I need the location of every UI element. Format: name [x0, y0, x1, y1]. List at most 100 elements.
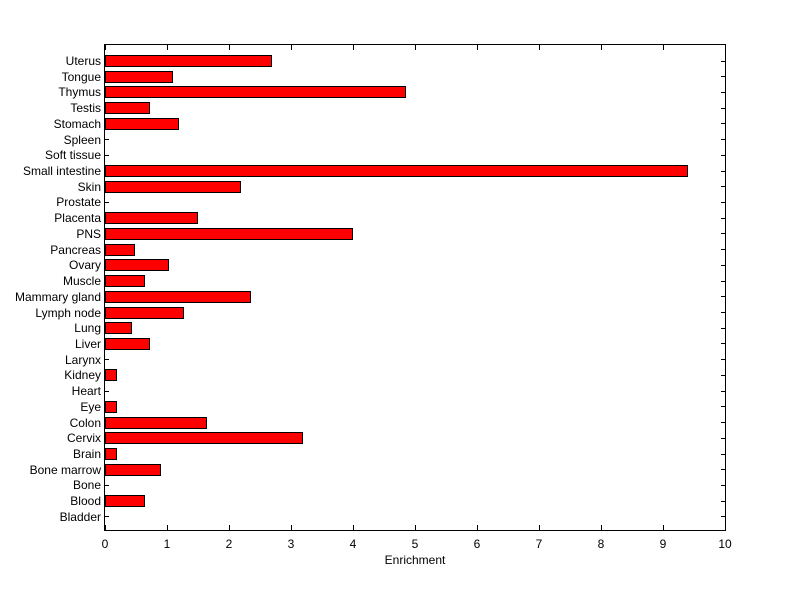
category-label: Heart — [71, 384, 101, 399]
x-tick-bottom — [104, 525, 106, 530]
category-label: Skin — [77, 179, 101, 194]
category-label: Kidney — [64, 368, 101, 383]
y-tick-right — [721, 390, 725, 392]
y-tick-right — [721, 154, 725, 156]
x-tick-label: 3 — [287, 537, 295, 551]
category-label: Testis — [70, 101, 101, 116]
y-tick-right — [721, 123, 725, 125]
category-label: Lung — [74, 321, 101, 336]
x-tick-top — [352, 45, 354, 50]
y-tick-right — [721, 217, 725, 219]
x-tick-bottom — [414, 525, 416, 530]
y-tick-right — [721, 406, 725, 408]
y-tick-right — [721, 296, 725, 298]
bar — [105, 463, 161, 476]
category-label: Liver — [74, 336, 101, 351]
category-label: Thymus — [58, 85, 101, 100]
x-tick-bottom — [724, 525, 726, 530]
y-tick-left — [105, 154, 109, 156]
x-tick-label: 7 — [535, 537, 543, 551]
bar — [105, 337, 150, 350]
y-tick-right — [721, 201, 725, 203]
y-tick-left — [105, 516, 109, 518]
y-tick-right — [721, 343, 725, 345]
category-label: Cervix — [66, 431, 101, 446]
category-label: Placenta — [54, 211, 101, 226]
category-label: Prostate — [56, 195, 101, 210]
y-tick-left — [105, 359, 109, 361]
y-tick-right — [721, 484, 725, 486]
x-tick-top — [166, 45, 168, 50]
x-tick-label: 2 — [225, 537, 233, 551]
bar — [105, 86, 406, 99]
category-label: Brain — [72, 447, 101, 461]
y-tick-right — [721, 437, 725, 439]
category-label: Uterus — [65, 54, 101, 68]
y-tick-left — [105, 201, 109, 203]
x-tick-top — [600, 45, 602, 50]
bar — [105, 448, 117, 460]
category-label: Eye — [80, 399, 101, 414]
y-tick-right — [721, 264, 725, 266]
y-tick-right — [721, 453, 725, 455]
y-tick-right — [721, 170, 725, 172]
y-tick-right — [721, 186, 725, 188]
y-tick-right — [721, 374, 725, 376]
y-tick-right — [721, 60, 725, 62]
y-tick-left — [105, 139, 109, 141]
x-tick-label: 9 — [659, 537, 667, 551]
category-label: Bone — [72, 478, 101, 493]
bar — [105, 227, 353, 240]
bar — [105, 212, 198, 225]
category-label: Soft tissue — [44, 148, 101, 163]
category-label: Tongue — [61, 69, 101, 84]
category-label: Spleen — [63, 132, 101, 147]
y-tick-right — [721, 233, 725, 235]
bar — [105, 400, 117, 413]
bar — [105, 495, 145, 508]
category-label: Pancreas — [50, 242, 101, 257]
bar — [105, 70, 173, 83]
y-tick-left — [105, 390, 109, 392]
x-tick-label: 1 — [163, 537, 171, 551]
bar — [105, 416, 207, 429]
x-tick-label: 5 — [411, 537, 419, 551]
category-label: Small intestine — [22, 164, 101, 179]
x-tick-bottom — [538, 525, 540, 530]
x-tick-label: 0 — [101, 537, 109, 551]
y-tick-right — [721, 139, 725, 141]
y-tick-right — [721, 469, 725, 471]
x-tick-top — [414, 45, 416, 50]
y-tick-right — [721, 107, 725, 109]
category-label: Colon — [69, 415, 101, 430]
x-tick-label: 4 — [349, 537, 357, 551]
bar — [105, 180, 241, 193]
x-tick-bottom — [166, 525, 168, 530]
category-label: Mammary gland — [14, 289, 101, 304]
x-tick-bottom — [290, 525, 292, 530]
x-tick-label: 6 — [473, 537, 481, 551]
bar — [105, 55, 272, 67]
y-tick-right — [721, 516, 725, 518]
x-tick-top — [290, 45, 292, 50]
y-tick-right — [721, 359, 725, 361]
category-label: PNS — [76, 226, 101, 241]
plot-area — [104, 44, 726, 531]
x-tick-top — [662, 45, 664, 50]
bar — [105, 432, 303, 445]
x-tick-top — [104, 45, 106, 50]
bar — [105, 306, 184, 319]
x-tick-bottom — [352, 525, 354, 530]
category-label: Bladder — [59, 509, 101, 524]
bar — [105, 369, 117, 382]
category-label: Larynx — [64, 352, 101, 367]
bar — [105, 117, 179, 130]
x-axis-label: Enrichment — [384, 553, 446, 567]
bar — [105, 165, 688, 178]
y-tick-right — [721, 76, 725, 78]
y-tick-left — [105, 484, 109, 486]
y-tick-right — [721, 422, 725, 424]
y-tick-right — [721, 91, 725, 93]
category-label: Bone marrow — [29, 462, 101, 477]
